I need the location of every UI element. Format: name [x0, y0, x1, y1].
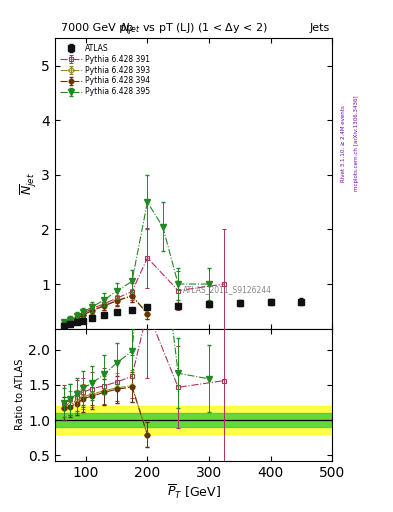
- X-axis label: $\overline{P}_T$ [GeV]: $\overline{P}_T$ [GeV]: [167, 482, 220, 501]
- Text: ATLAS_2011_S9126244: ATLAS_2011_S9126244: [182, 285, 272, 294]
- Text: Rivet 3.1.10, ≥ 2.4M events: Rivet 3.1.10, ≥ 2.4M events: [341, 105, 346, 182]
- Y-axis label: $\overline{N}_{jet}$: $\overline{N}_{jet}$: [18, 172, 39, 195]
- Title: $N_{jet}$ vs pT (LJ) (1 < $\Delta$y < 2): $N_{jet}$ vs pT (LJ) (1 < $\Delta$y < 2): [119, 22, 268, 38]
- Text: mcplots.cern.ch [arXiv:1306.3436]: mcplots.cern.ch [arXiv:1306.3436]: [354, 96, 359, 191]
- Text: Jets: Jets: [310, 23, 330, 33]
- Y-axis label: Ratio to ATLAS: Ratio to ATLAS: [15, 359, 26, 431]
- Text: 7000 GeV pp: 7000 GeV pp: [61, 23, 133, 33]
- Legend: ATLAS, Pythia 6.428 391, Pythia 6.428 393, Pythia 6.428 394, Pythia 6.428 395: ATLAS, Pythia 6.428 391, Pythia 6.428 39…: [59, 42, 151, 98]
